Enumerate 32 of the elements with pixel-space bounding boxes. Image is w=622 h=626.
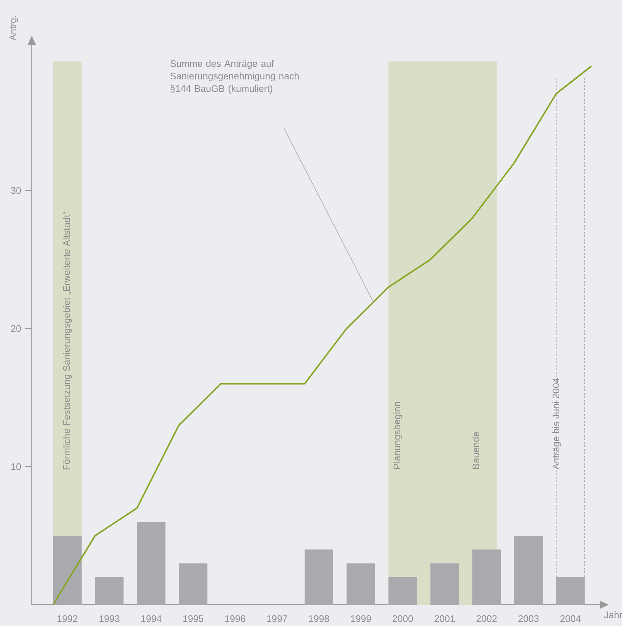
bar	[304, 550, 334, 605]
bar	[514, 536, 543, 605]
x-tick-label: 1993	[100, 616, 120, 622]
x-tick-label: 1999	[351, 616, 372, 622]
bar	[95, 577, 124, 605]
x-tick-label: 1994	[142, 616, 162, 622]
x-tick-label: 2002	[476, 616, 497, 622]
x-tick-label: 2000	[392, 616, 414, 622]
bar	[53, 536, 82, 605]
annotation: Bauende	[472, 432, 480, 470]
annotation: Planungsbeginn	[394, 402, 402, 470]
bar	[137, 522, 166, 605]
x-tick-label: 1998	[309, 616, 330, 622]
annotation: Anträge bis Juni 2004	[552, 378, 562, 470]
y-tick-label: 10	[12, 464, 22, 470]
bar	[179, 564, 208, 605]
y-axis-title: Antrg.	[10, 16, 18, 41]
bar	[472, 550, 502, 605]
band-label: Förmliche Festsetzung Sanierungsgebiet „Erweiterte Altstadt“	[63, 212, 72, 470]
x-tick-label: 1997	[267, 616, 288, 622]
y-tick-label: 20	[11, 325, 22, 332]
bar	[346, 564, 376, 605]
bar	[388, 577, 418, 605]
annotation: Summe des Anträge auf Sanierungsgenehmigung nach §144 BauGB (kumuliert)	[170, 60, 299, 94]
y-tick-label: 30	[11, 187, 22, 194]
x-tick-label: 2004	[560, 616, 581, 622]
x-tick-label: 1995	[184, 616, 204, 622]
x-tick-label: 2001	[434, 616, 455, 622]
x-tick-label: 1996	[225, 616, 246, 622]
bar	[430, 564, 460, 605]
x-tick-label: 2003	[518, 616, 539, 622]
x-tick-label: 1992	[58, 616, 78, 622]
